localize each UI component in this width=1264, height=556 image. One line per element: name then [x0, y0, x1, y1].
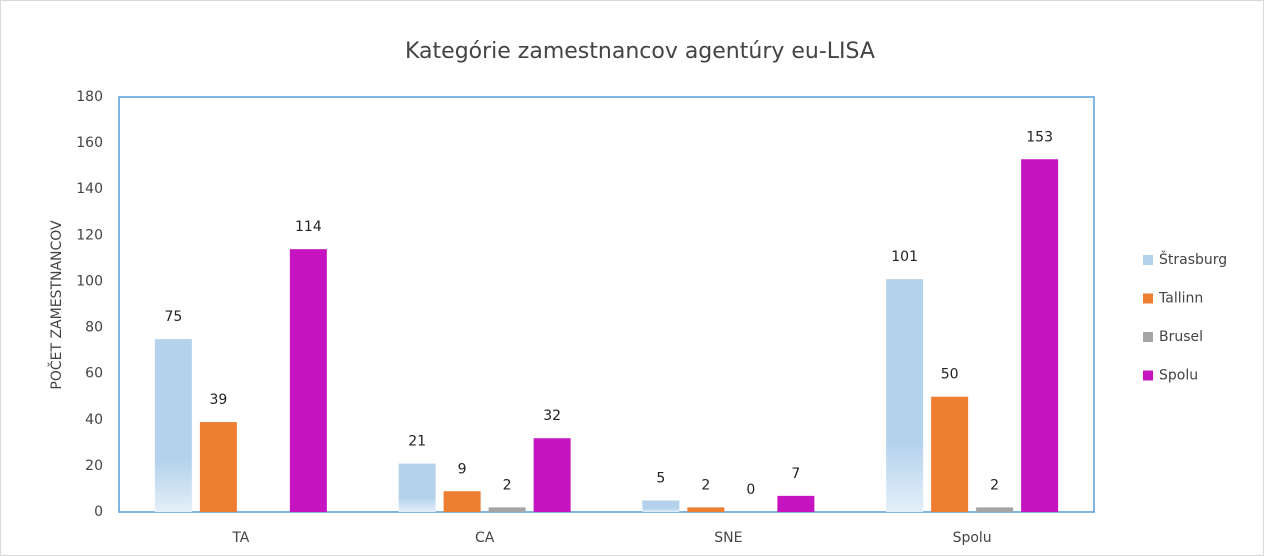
data-label: 101 [891, 249, 918, 265]
bar [642, 500, 680, 512]
y-tick-label: 80 [85, 320, 103, 336]
data-label: 21 [408, 434, 426, 450]
y-axis-label: POČET ZAMESTNANCOV [47, 220, 65, 390]
bar [687, 507, 725, 512]
y-tick-label: 20 [85, 458, 103, 474]
bar [199, 422, 237, 512]
data-label: 50 [941, 367, 959, 383]
chart-title: Kategórie zamestnancov agentúry eu-LISA [405, 39, 875, 64]
legend-swatch [1143, 332, 1153, 342]
y-tick-label: 140 [76, 181, 103, 197]
data-label: 5 [656, 470, 665, 486]
y-tick-label: 160 [76, 135, 103, 151]
bar [533, 438, 571, 512]
x-tick-label: TA [231, 530, 249, 546]
x-tick-label: SNE [714, 530, 742, 546]
x-tick-label: CA [475, 530, 495, 546]
legend-label: Spolu [1159, 368, 1198, 384]
data-label: 7 [791, 466, 800, 482]
y-tick-label: 100 [76, 273, 103, 289]
data-label: 153 [1026, 129, 1053, 145]
bar [931, 396, 969, 512]
data-label: 39 [209, 392, 227, 408]
legend-label: Brusel [1159, 329, 1203, 345]
y-tick-label: 120 [76, 227, 103, 243]
legend-swatch [1143, 370, 1153, 381]
data-label: 32 [543, 408, 561, 424]
data-label: 2 [503, 477, 512, 493]
bar [289, 249, 327, 512]
x-tick-label: Spolu [953, 530, 992, 546]
data-label: 75 [164, 309, 182, 325]
legend-label: Štrasburg [1159, 250, 1227, 268]
bar [976, 507, 1014, 512]
y-tick-label: 0 [94, 504, 103, 520]
data-label: 2 [990, 477, 999, 493]
bar [1021, 159, 1059, 512]
data-label: 2 [701, 477, 710, 493]
bar [154, 339, 192, 512]
y-tick-label: 60 [85, 366, 103, 382]
data-label: 114 [295, 219, 322, 235]
data-label: 0 [746, 482, 755, 498]
legend-swatch [1143, 293, 1153, 304]
bar [886, 279, 924, 512]
bar [777, 495, 815, 512]
plot-area [118, 96, 1095, 513]
bar [488, 507, 526, 512]
bar [398, 463, 436, 512]
legend-swatch [1143, 255, 1153, 265]
y-tick-label: 40 [85, 412, 103, 428]
data-label: 9 [458, 461, 467, 477]
bar [443, 491, 481, 512]
legend-label: Tallinn [1158, 291, 1203, 307]
y-tick-label: 180 [76, 89, 103, 105]
